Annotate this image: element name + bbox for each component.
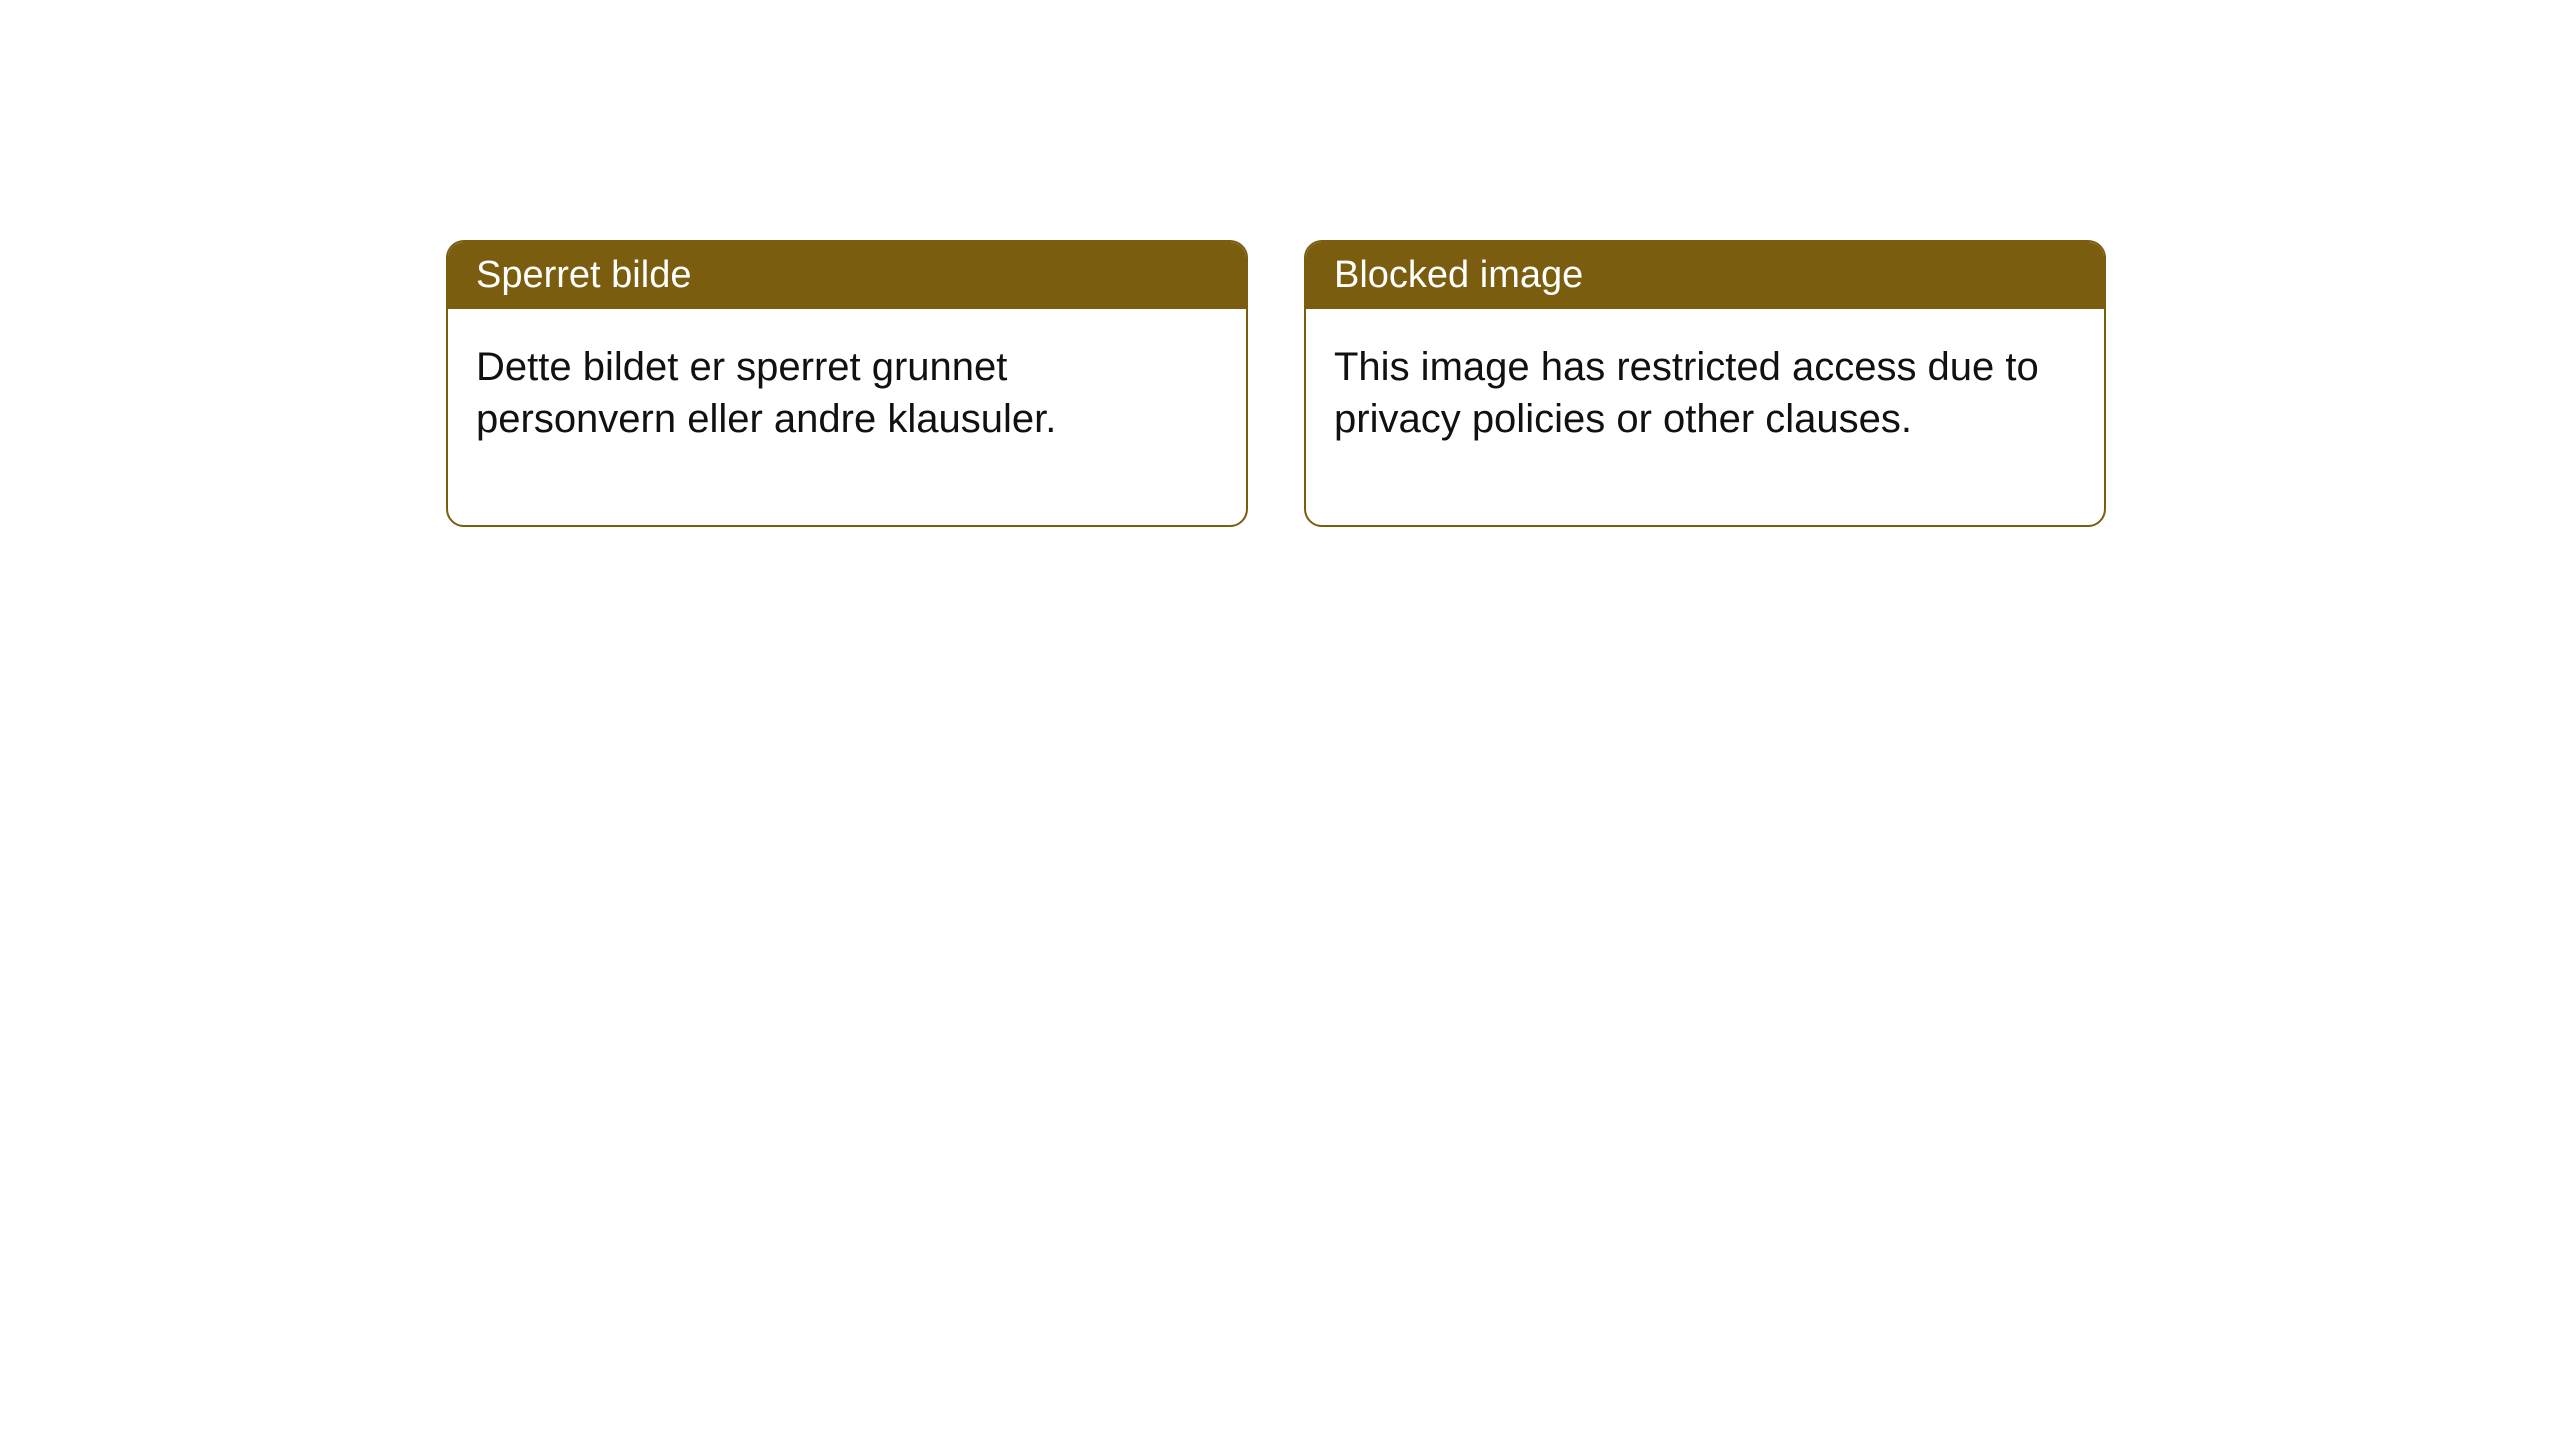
notice-title: Sperret bilde xyxy=(448,242,1246,309)
notice-title: Blocked image xyxy=(1306,242,2104,309)
notice-container: Sperret bilde Dette bildet er sperret gr… xyxy=(0,0,2560,527)
notice-card-norwegian: Sperret bilde Dette bildet er sperret gr… xyxy=(446,240,1248,527)
notice-card-english: Blocked image This image has restricted … xyxy=(1304,240,2106,527)
notice-body: This image has restricted access due to … xyxy=(1306,309,2104,525)
notice-body: Dette bildet er sperret grunnet personve… xyxy=(448,309,1246,525)
